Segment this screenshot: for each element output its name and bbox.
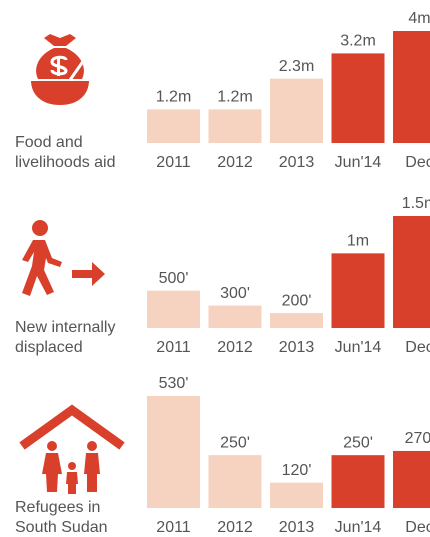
panel-label: displaced: [15, 339, 83, 356]
category-label: Dec: [405, 339, 430, 356]
category-label: 2011: [156, 339, 191, 356]
bar: [393, 450, 430, 508]
value-label: 4m: [408, 10, 430, 27]
bar: [270, 482, 323, 508]
value-label: 500': [159, 270, 189, 287]
category-label: 2013: [279, 154, 315, 171]
value-label: 1.5m: [402, 195, 430, 212]
category-label: Dec: [405, 519, 430, 536]
panel-label: South Sudan: [15, 519, 108, 536]
value-label: 2.3m: [279, 58, 315, 75]
category-label: 2013: [279, 519, 315, 536]
food-icon: [28, 34, 92, 108]
value-label: 250': [343, 434, 373, 451]
bar: [393, 31, 430, 143]
panel-label: New internally: [15, 319, 115, 336]
value-label: 1m: [347, 233, 369, 250]
bar: [331, 53, 385, 143]
bar: [208, 305, 262, 328]
category-label: 2011: [156, 519, 191, 536]
panel-label: Refugees in: [15, 499, 100, 516]
value-label: 270': [405, 430, 430, 447]
value-label: 3.2m: [340, 33, 376, 50]
displaced-icon: [22, 220, 105, 296]
bar: [208, 455, 262, 508]
bar: [270, 313, 323, 328]
category-label: 2011: [156, 154, 191, 171]
category-label: 2012: [217, 154, 253, 171]
value-label: 1.2m: [156, 89, 192, 106]
category-label: Jun'14: [335, 519, 382, 536]
panel-label: Food and: [15, 134, 83, 151]
bar: [393, 216, 430, 328]
bar: [331, 253, 385, 328]
value-label: 530': [159, 375, 189, 392]
category-label: Jun'14: [335, 154, 382, 171]
value-label: 250': [220, 434, 250, 451]
refugees-icon: [19, 404, 125, 494]
bar: [331, 455, 385, 508]
bar: [147, 396, 200, 508]
bar: [147, 109, 200, 143]
panel-label: livelihoods aid: [15, 154, 116, 171]
category-label: 2012: [217, 519, 253, 536]
category-label: Dec: [405, 154, 430, 171]
bar: [208, 109, 262, 143]
category-label: Jun'14: [335, 339, 382, 356]
bar: [270, 78, 323, 143]
value-label: 300': [220, 285, 250, 302]
value-label: 200': [282, 292, 312, 309]
category-label: 2012: [217, 339, 253, 356]
value-label: 120': [282, 462, 312, 479]
value-label: 1.2m: [217, 89, 253, 106]
category-label: 2013: [279, 339, 315, 356]
bar: [147, 290, 200, 328]
